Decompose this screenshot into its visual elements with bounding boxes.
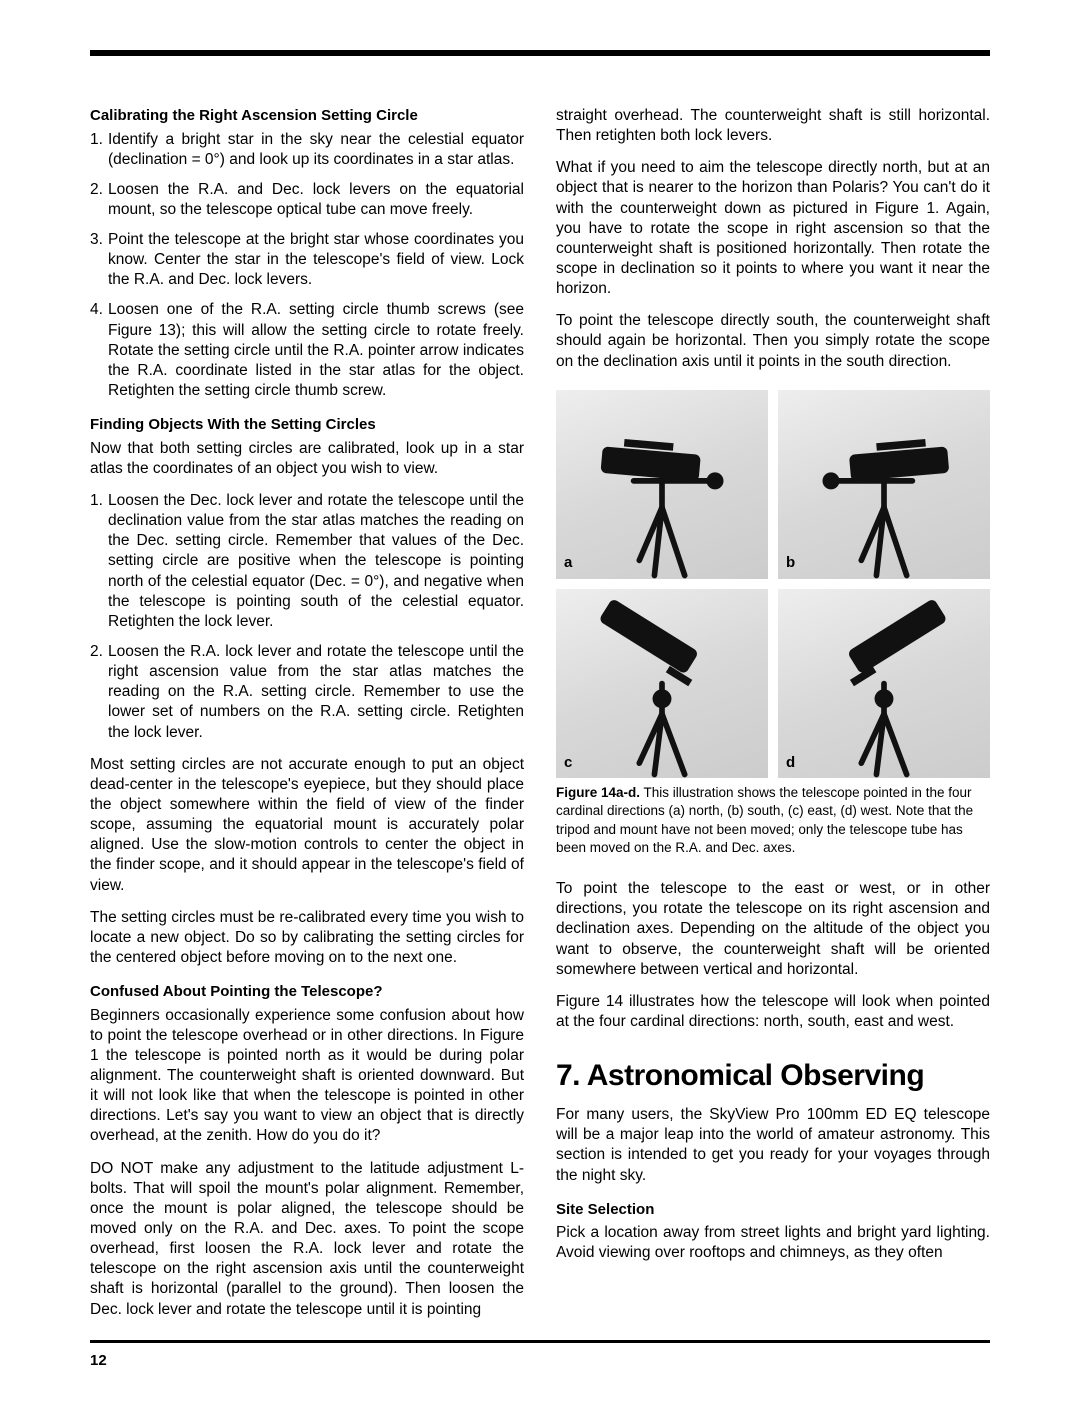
- body-text: Most setting circles are not accurate en…: [90, 755, 524, 896]
- list-item: 2.Loosen the R.A. and Dec. lock levers o…: [90, 180, 524, 220]
- body-text: straight overhead. The counterweight sha…: [556, 106, 990, 146]
- subhead-finding: Finding Objects With the Setting Circles: [90, 415, 524, 435]
- top-rule: [90, 50, 990, 56]
- telescope-icon: [556, 390, 768, 579]
- list-text: Loosen one of the R.A. setting circle th…: [108, 301, 524, 399]
- left-column: Calibrating the Right Ascension Setting …: [90, 106, 524, 1320]
- figure-14a: a: [556, 390, 768, 579]
- page-number: 12: [90, 1351, 990, 1371]
- figure-label: c: [564, 753, 572, 773]
- list-text: Identify a bright star in the sky near t…: [108, 131, 524, 168]
- list-text: Loosen the Dec. lock lever and rotate th…: [108, 492, 524, 630]
- body-text: For many users, the SkyView Pro 100mm ED…: [556, 1105, 990, 1186]
- figure-label: a: [564, 553, 572, 573]
- figure-label: b: [786, 553, 795, 573]
- figure-label: d: [786, 753, 795, 773]
- body-text: DO NOT make any adjustment to the latitu…: [90, 1159, 524, 1320]
- telescope-icon: [778, 390, 990, 579]
- telescope-icon: [556, 589, 768, 778]
- finding-list: 1.Loosen the Dec. lock lever and rotate …: [90, 491, 524, 743]
- subhead-confused: Confused About Pointing the Telescope?: [90, 982, 524, 1002]
- list-text: Loosen the R.A. and Dec. lock levers on …: [108, 181, 524, 218]
- list-text: Loosen the R.A. lock lever and rotate th…: [108, 643, 524, 741]
- body-text: To point the telescope to the east or we…: [556, 879, 990, 980]
- section-7-heading: 7. Astronomical Observing: [556, 1056, 990, 1095]
- list-item: 4.Loosen one of the R.A. setting circle …: [90, 300, 524, 401]
- figure-14d: d: [778, 589, 990, 778]
- body-text: Figure 14 illustrates how the telescope …: [556, 992, 990, 1032]
- list-item: 1.Identify a bright star in the sky near…: [90, 130, 524, 170]
- two-column-layout: Calibrating the Right Ascension Setting …: [90, 106, 990, 1320]
- list-item: 3.Point the telescope at the bright star…: [90, 230, 524, 290]
- calibration-list: 1.Identify a bright star in the sky near…: [90, 130, 524, 402]
- body-text: To point the telescope directly south, t…: [556, 311, 990, 371]
- figure-14b: b: [778, 390, 990, 579]
- right-column: straight overhead. The counterweight sha…: [556, 106, 990, 1320]
- body-text: Pick a location away from street lights …: [556, 1223, 990, 1263]
- body-text: Now that both setting circles are calibr…: [90, 439, 524, 479]
- caption-head: Figure 14a-d.: [556, 785, 640, 800]
- body-text: The setting circles must be re-calibrate…: [90, 908, 524, 968]
- subhead-calibrating: Calibrating the Right Ascension Setting …: [90, 106, 524, 126]
- body-text: Beginners occasionally experience some c…: [90, 1006, 524, 1147]
- list-item: 1.Loosen the Dec. lock lever and rotate …: [90, 491, 524, 632]
- list-item: 2.Loosen the R.A. lock lever and rotate …: [90, 642, 524, 743]
- figure-14c: c: [556, 589, 768, 778]
- list-text: Point the telescope at the bright star w…: [108, 231, 524, 288]
- figure-14-caption: Figure 14a-d. This illustration shows th…: [556, 784, 990, 857]
- subhead-site-selection: Site Selection: [556, 1200, 990, 1220]
- body-text: What if you need to aim the telescope di…: [556, 158, 990, 299]
- bottom-rule: [90, 1340, 990, 1343]
- figure-14-grid: a b: [556, 390, 990, 779]
- telescope-icon: [778, 589, 990, 778]
